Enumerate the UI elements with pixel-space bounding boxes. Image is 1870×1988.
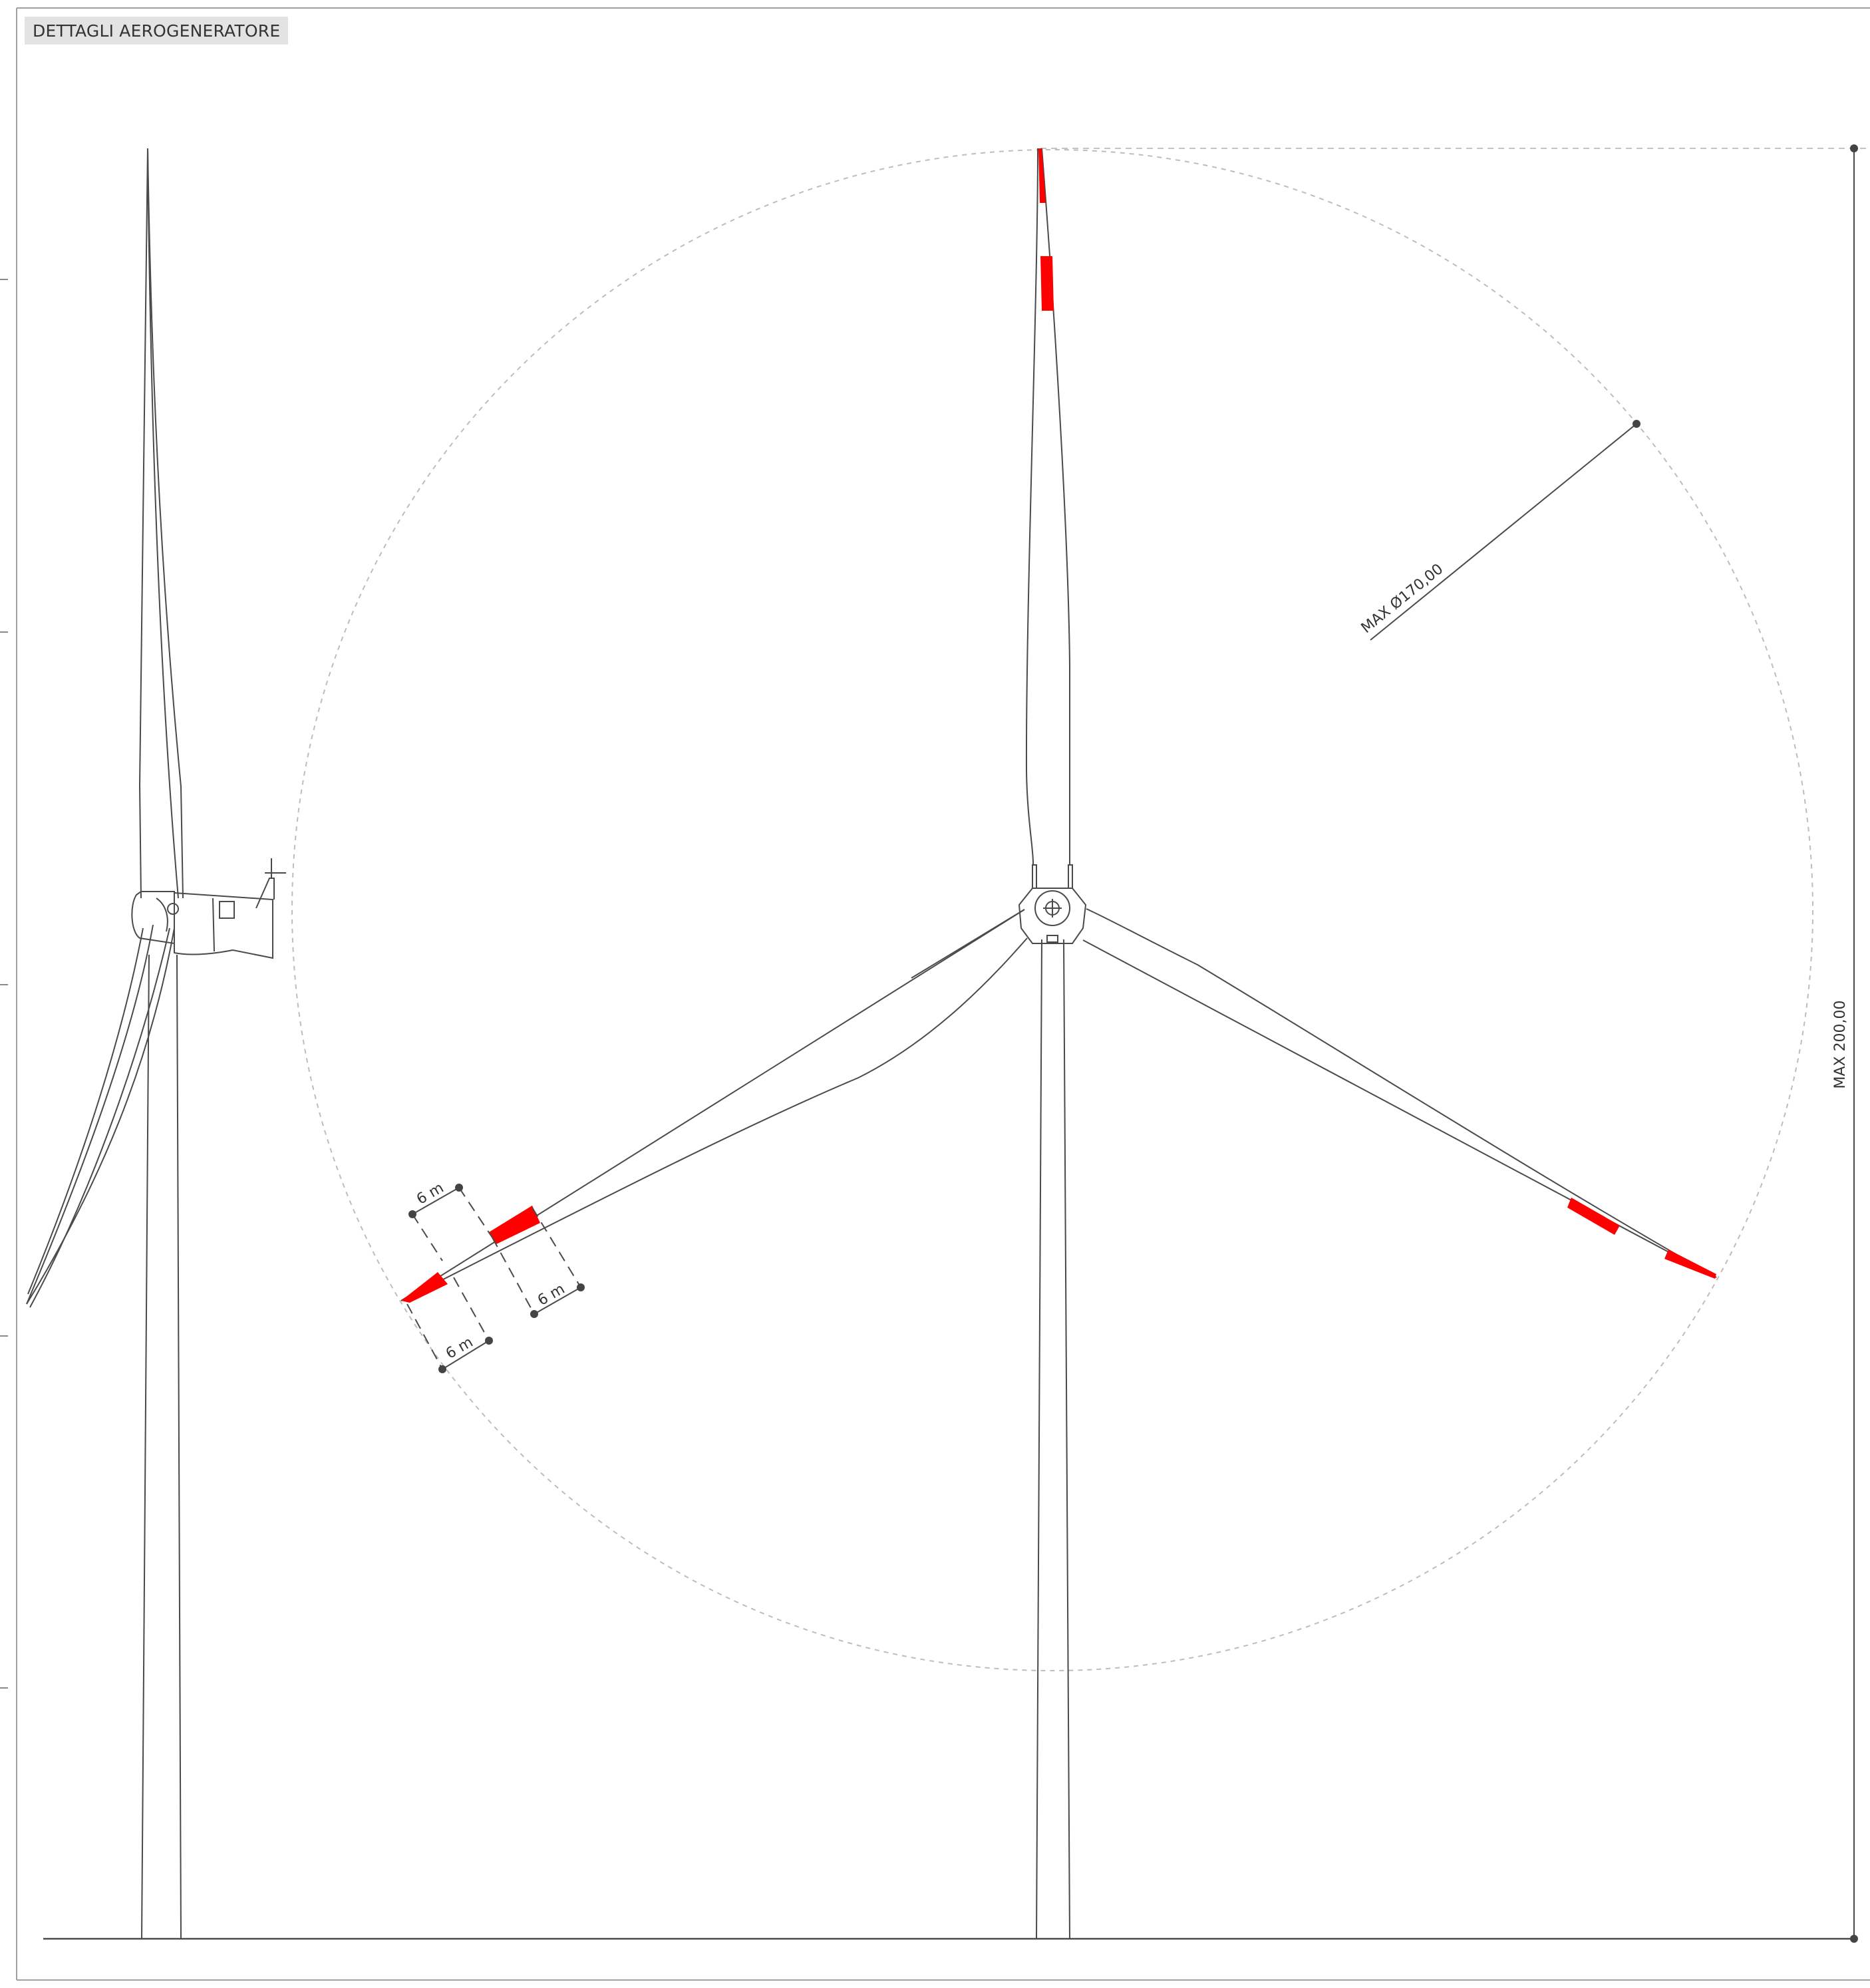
height-dimension: MAX 200,00 <box>1832 144 1858 1943</box>
left-margin-ticks <box>0 279 8 1689</box>
marking-band-left-second <box>489 1206 540 1244</box>
front-blade-right <box>1082 908 1717 1278</box>
front-view-turbine <box>400 148 1717 1939</box>
side-blade-upper <box>138 148 184 899</box>
red-marking-bands <box>401 148 1716 1303</box>
marking-band-right-tip <box>1664 1249 1716 1279</box>
side-tower <box>141 954 182 1939</box>
band-dimension-points <box>408 1184 585 1373</box>
sheet-title: DETTAGLI AEROGENERATORE <box>25 17 289 45</box>
side-view-turbine <box>26 148 286 1939</box>
drawing-frame <box>16 7 1870 1981</box>
front-tower <box>1011 939 1070 1939</box>
rotor-swept-circle <box>291 149 1813 1671</box>
marking-band-right-second <box>1567 1198 1620 1235</box>
diameter-dimension: MAX Ø170,00 <box>1358 420 1640 641</box>
side-blades-lower <box>26 924 175 1308</box>
front-hub <box>1018 864 1087 944</box>
side-nacelle <box>131 858 286 959</box>
marking-band-top-tip <box>1038 148 1046 203</box>
max-height-label: MAX 200,00 <box>1832 1000 1849 1088</box>
marking-band-top-second <box>1040 256 1054 311</box>
front-blade-top <box>1025 148 1070 866</box>
marking-band-left-tip <box>401 1272 448 1303</box>
band-dimensions <box>406 1187 581 1370</box>
max-diameter-label: MAX Ø170,00 <box>1358 561 1447 637</box>
